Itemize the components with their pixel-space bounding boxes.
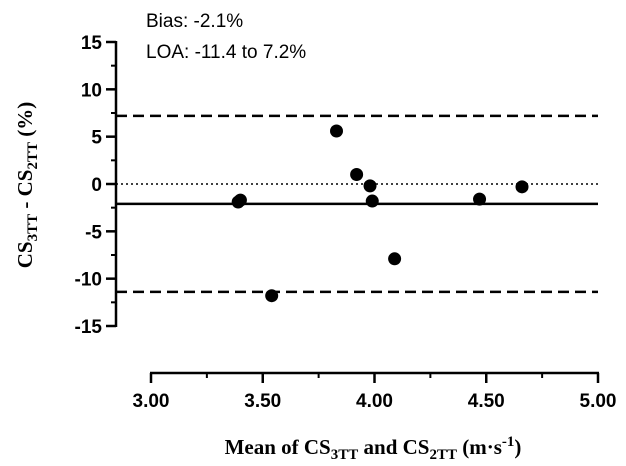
data-point (515, 180, 529, 194)
data-point (233, 193, 247, 207)
bias-annotation: Bias: -2.1% (146, 11, 243, 32)
y-tick-label: -15 (75, 317, 103, 338)
data-points (231, 124, 529, 303)
axis-title-part: Mean of CS (225, 435, 331, 459)
axis-title-part: (%) (13, 102, 37, 142)
x-tick-label: 3.50 (244, 391, 281, 412)
data-point (330, 124, 344, 138)
y-axis: 15 10 5 0 -5 -10 -15 (75, 33, 118, 338)
y-tick-label: -5 (85, 222, 102, 243)
axis-title-part: - CS (13, 170, 37, 214)
data-point (363, 179, 377, 193)
axis-title-part: CS (13, 241, 37, 268)
x-axis: 3.00 3.50 4.00 4.50 5.00 (133, 371, 617, 412)
y-tick-label: -10 (75, 270, 102, 291)
axis-title-part: 3TT (25, 214, 41, 242)
axis-title-part: and CS (358, 435, 429, 459)
y-tick-label: 0 (91, 175, 102, 196)
y-tick-label: 5 (91, 128, 102, 149)
data-point (473, 192, 487, 206)
reference-lines (116, 114, 598, 294)
x-tick-label: 4.00 (356, 391, 393, 412)
axis-title-part: (m·s (457, 435, 502, 459)
x-tick-label: 3.00 (133, 391, 170, 412)
y-tick-label: 15 (81, 33, 103, 54)
x-tick-label: 4.50 (468, 391, 505, 412)
annotations: Bias: -2.1% LOA: -11.4 to 7.2% (146, 11, 306, 63)
data-point (350, 168, 364, 182)
data-point (365, 194, 379, 208)
axis-title-part: 2TT (25, 142, 41, 170)
axis-title-part: -1 (502, 434, 515, 450)
data-point (388, 252, 402, 266)
y-axis-title: CS3TT - CS2TT (%) (13, 102, 41, 268)
y-tick-label: 10 (81, 80, 102, 101)
x-tick-label: 5.00 (580, 391, 617, 412)
axis-title-part: 2TT (429, 447, 457, 463)
axis-title-part: 3TT (331, 447, 359, 463)
data-point (265, 289, 279, 303)
axis-title-part: ) (514, 435, 521, 459)
loa-annotation: LOA: -11.4 to 7.2% (146, 42, 306, 63)
x-axis-title: Mean of CS3TT and CS2TT (m·s-1) (225, 434, 522, 463)
